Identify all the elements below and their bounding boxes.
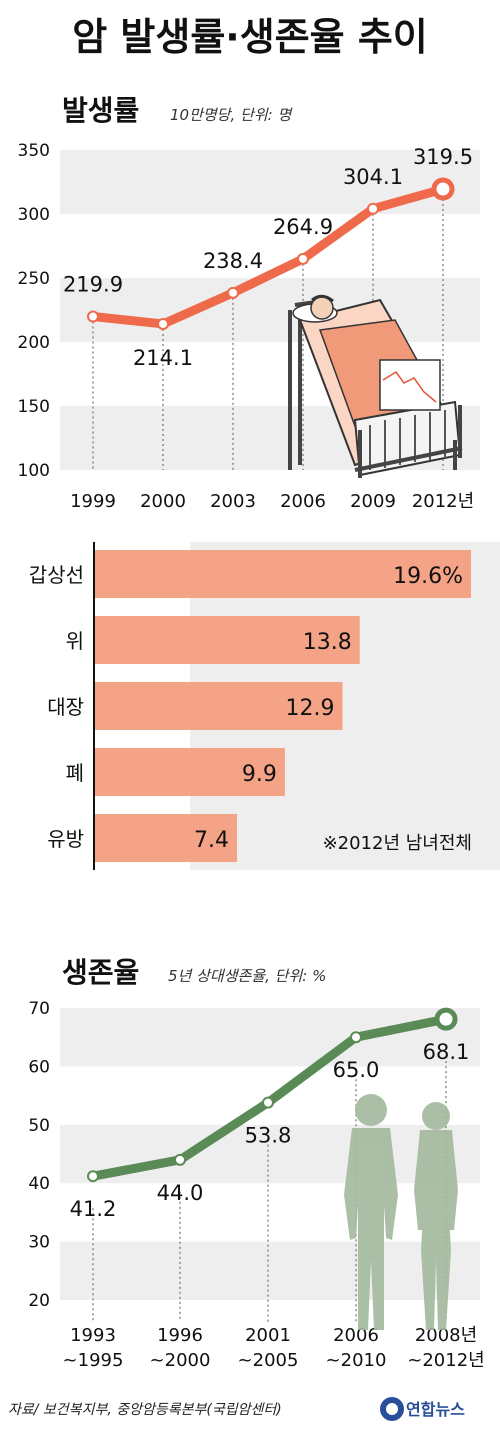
data-label: 41.2: [70, 1197, 117, 1221]
svg-text:연합뉴스: 연합뉴스: [406, 1400, 465, 1419]
x-tick-label: 2008년: [415, 1325, 477, 1346]
bar: [95, 748, 285, 796]
yonhap-logo: 연합뉴스: [380, 1397, 465, 1421]
patient-bed-illustration: [288, 294, 463, 478]
page-title: 암 발생률·생존율 추이: [72, 15, 428, 59]
data-point: [297, 252, 309, 265]
data-point: [434, 1007, 458, 1031]
y-tick-label: 70: [28, 999, 50, 1019]
data-label: 319.5: [413, 145, 473, 169]
y-tick-label: 20: [28, 1291, 50, 1311]
data-label: 53.8: [245, 1124, 292, 1148]
incidence-subtitle: 10만명당, 단위: 명: [170, 106, 293, 124]
bar-category-label: 폐: [66, 761, 84, 785]
data-label: 304.1: [343, 165, 403, 189]
y-tick-label: 200: [18, 333, 50, 353]
data-label: 238.4: [203, 249, 263, 273]
bar-category-label: 대장: [47, 695, 84, 719]
x-tick-label: ~2012년: [407, 1350, 484, 1371]
y-tick-label: 150: [18, 397, 50, 417]
survival-title: 생존율: [62, 956, 139, 989]
data-point: [174, 1153, 186, 1166]
data-point: [350, 1031, 362, 1044]
x-tick-label: ~1995: [63, 1350, 124, 1371]
bar-value-label: 12.9: [285, 696, 334, 721]
grid-band: [60, 1241, 480, 1300]
y-tick-label: 60: [28, 1057, 50, 1077]
bar-category-label: 위: [66, 629, 84, 653]
y-tick-label: 350: [18, 141, 50, 161]
x-tick-label: 2000: [140, 491, 186, 512]
grid-band: [60, 1008, 480, 1067]
bar-note: ※2012년 남녀전체: [323, 833, 472, 854]
cancer-type-bar-chart: 갑상선 19.6% 위 13.8 대장 12.9 폐 9.9 유방 7.4 ※2012년 남녀전체: [29, 542, 500, 870]
data-label: 44.0: [157, 1181, 204, 1205]
grid-band: [60, 150, 480, 214]
data-label: 65.0: [333, 1058, 380, 1082]
x-tick-label: ~2000: [150, 1350, 211, 1371]
x-tick-label: ~2005: [238, 1350, 299, 1371]
survival-chart: 생존율 5년 상대생존율, 단위: % 70 60 50 40 30 20 1993 ~19…: [28, 956, 484, 1371]
survival-subtitle: 5년 상대생존율, 단위: %: [168, 967, 326, 985]
data-point: [87, 1170, 99, 1183]
source-text: 자료/ 보건복지부, 중앙암등록본부(국립암센터): [8, 1402, 282, 1418]
x-tick-label: 2006: [280, 491, 326, 512]
bar-value-label: 9.9: [242, 762, 277, 787]
y-tick-label: 100: [18, 461, 50, 481]
bar-category-label: 갑상선: [29, 563, 84, 587]
x-tick-label: 2009: [350, 491, 396, 512]
data-point: [87, 310, 99, 323]
bar: [95, 616, 360, 664]
bar: [95, 814, 237, 862]
data-label: 219.9: [63, 273, 123, 297]
data-point: [431, 177, 455, 201]
x-tick-label: 2001: [245, 1325, 291, 1346]
y-tick-label: 40: [28, 1174, 50, 1194]
bar: [95, 682, 343, 730]
bar-category-label: 유방: [47, 827, 84, 851]
x-tick-label: ~2010: [326, 1350, 387, 1371]
data-point: [157, 317, 169, 330]
bar: [95, 550, 471, 598]
bar-value-label: 7.4: [194, 828, 229, 853]
y-tick-label: 250: [18, 269, 50, 289]
y-tick-label: 30: [28, 1233, 50, 1253]
x-tick-label: 1996: [157, 1325, 203, 1346]
grid-band: [60, 278, 480, 342]
x-tick-label: 1993: [70, 1325, 116, 1346]
data-label: 264.9: [273, 215, 333, 239]
y-tick-label: 300: [18, 205, 50, 225]
x-tick-label: 2012년: [412, 491, 474, 512]
x-tick-label: 1999: [70, 491, 116, 512]
data-point: [367, 202, 379, 215]
bar-value-label: 19.6%: [393, 564, 463, 589]
incidence-line: [88, 184, 448, 329]
data-label: 214.1: [133, 346, 193, 370]
y-tick-label: 50: [28, 1116, 50, 1136]
data-label: 68.1: [423, 1040, 470, 1064]
x-tick-label: 2003: [210, 491, 256, 512]
human-figures-illustration: [344, 1094, 458, 1330]
incidence-chart: 발생률 10만명당, 단위: 명 350 300 250 200 150 100 1999…: [18, 94, 480, 512]
data-point: [262, 1096, 274, 1109]
bar-value-label: 13.8: [303, 630, 352, 655]
incidence-title: 발생률: [62, 94, 139, 127]
data-point: [227, 286, 239, 299]
x-tick-label: 2006: [333, 1325, 379, 1346]
